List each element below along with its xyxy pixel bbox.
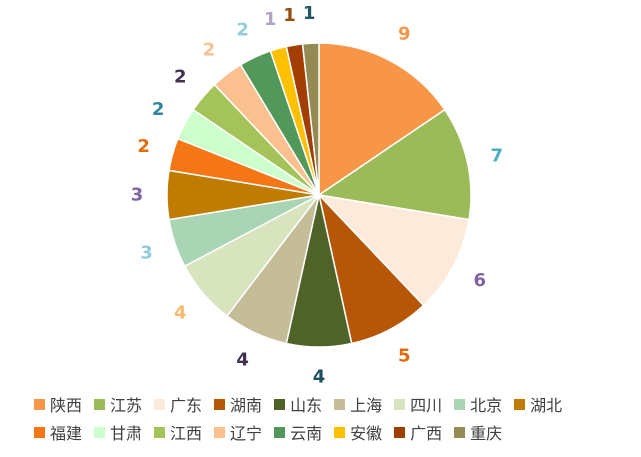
legend-swatch	[214, 426, 226, 438]
legend-swatch	[334, 398, 346, 410]
pie-slice-3	[316, 193, 470, 307]
data-label-3: 6	[474, 270, 487, 291]
data-label-14: 2	[236, 19, 249, 40]
legend-swatch	[454, 426, 466, 438]
legend-label: 陕西	[50, 396, 83, 415]
data-label-1: 9	[398, 24, 411, 45]
legend-swatch	[394, 398, 406, 410]
data-label-5: 4	[313, 367, 326, 388]
legend-swatch	[34, 398, 45, 410]
legend-label: 山东	[290, 396, 323, 415]
legend-item-9: 湖北	[514, 393, 562, 415]
data-label-15: 1	[264, 9, 277, 30]
legend-item-6: 上海	[334, 393, 382, 415]
legend-swatch	[394, 426, 406, 438]
pie-slice-4	[317, 192, 425, 345]
legend-label: 江西	[170, 424, 203, 443]
legend-item-4: 湖南	[214, 393, 262, 415]
pie-slice-2	[317, 108, 472, 221]
legend-swatch	[94, 398, 106, 410]
legend-item-15: 安徽	[334, 421, 382, 443]
legend-label: 湖北	[530, 396, 563, 415]
legend-item-13: 辽宁	[214, 421, 262, 443]
legend-label: 北京	[470, 396, 503, 415]
data-label-11: 2	[152, 99, 165, 120]
legend-item-8: 北京	[454, 393, 502, 415]
data-label-2: 7	[490, 145, 503, 166]
legend-swatch	[334, 426, 346, 438]
data-label-8: 3	[140, 243, 153, 264]
data-label-4: 5	[398, 345, 411, 366]
pie-slice-17	[301, 42, 320, 196]
legend-label: 广东	[170, 396, 203, 415]
legend-swatch	[34, 426, 45, 438]
legend-item-16: 广西	[394, 421, 442, 443]
legend-swatch	[214, 398, 226, 410]
legend-label: 云南	[290, 424, 323, 443]
legend-item-11: 甘肃	[94, 421, 142, 443]
data-label-7: 4	[174, 302, 187, 323]
legend: 陕西 江苏 广东 湖南 山东 上海 四川 北京 湖北福建 甘肃 江西 辽宁 云南 安徽 广西 重庆	[34, 393, 624, 443]
legend-item-14: 云南	[274, 421, 322, 443]
data-label-17: 1	[303, 3, 316, 24]
legend-item-5: 山东	[274, 393, 322, 415]
data-label-16: 1	[283, 5, 296, 26]
legend-swatch	[274, 398, 286, 410]
legend-item-17: 重庆	[454, 421, 502, 443]
data-label-9: 3	[131, 185, 144, 206]
legend-item-2: 江苏	[94, 393, 142, 415]
legend-item-10: 福建	[34, 421, 82, 443]
data-label-6: 4	[236, 350, 249, 371]
legend-label: 重庆	[470, 424, 503, 443]
legend-item-3: 广东	[154, 393, 202, 415]
legend-label: 安徽	[350, 424, 383, 443]
legend-swatch	[94, 426, 106, 438]
legend-swatch	[514, 398, 526, 410]
legend-swatch	[454, 398, 466, 410]
legend-swatch	[154, 426, 166, 438]
legend-label: 甘肃	[110, 424, 143, 443]
legend-label: 上海	[350, 396, 383, 415]
data-label-10: 2	[137, 136, 150, 157]
legend-item-7: 四川	[394, 393, 442, 415]
data-label-12: 2	[174, 67, 187, 88]
legend-label: 江苏	[110, 396, 143, 415]
legend-swatch	[274, 426, 286, 438]
pie-slice-1	[318, 42, 446, 197]
legend-label: 广西	[410, 424, 443, 443]
legend-label: 湖南	[230, 396, 263, 415]
legend-label: 辽宁	[230, 424, 263, 443]
legend-item-1: 陕西	[34, 393, 82, 415]
data-label-13: 2	[203, 40, 216, 61]
legend-swatch	[154, 398, 166, 410]
legend-label: 四川	[410, 396, 443, 415]
legend-label: 福建	[50, 424, 83, 443]
legend-item-12: 江西	[154, 421, 202, 443]
